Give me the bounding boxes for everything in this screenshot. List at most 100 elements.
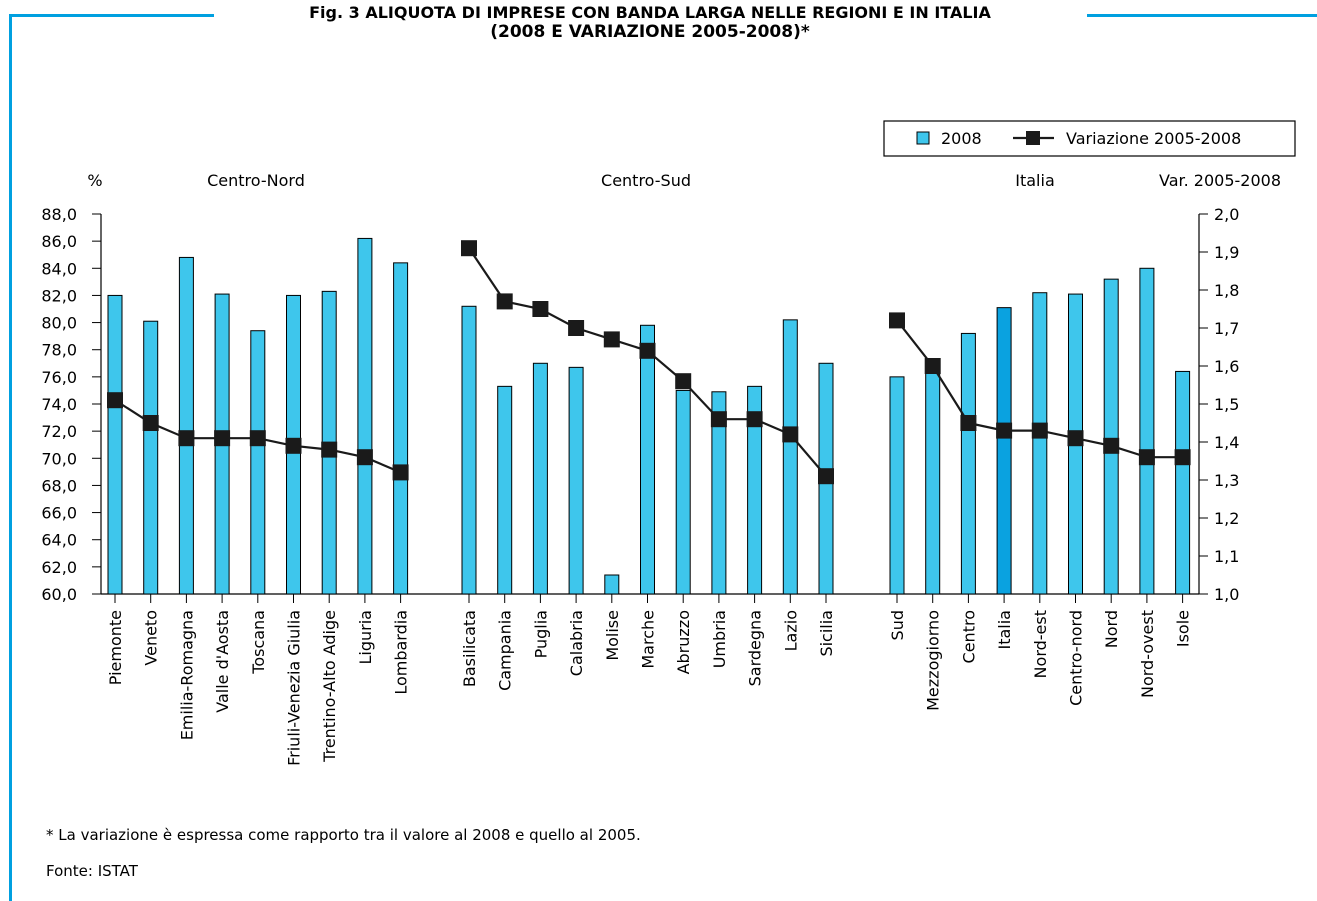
category-label: Toscana [249,610,268,675]
labels-layer: 60,0 62,0 64,0 66,0 68,0 70,0 72,0 74,0 76,0 78,0… [41,171,1281,766]
bar [178,256,194,595]
chart-title-line-1: Fig. 3 ALIQUOTA DI IMPRESE CON BANDA LAR… [309,3,991,22]
left-axis-tick-label: 80,0 [41,314,77,333]
bar [461,305,477,595]
variation-marker [1103,437,1120,454]
variation-marker [960,415,977,431]
right-axis-tick-label: 1,1 [1214,547,1239,566]
category-label: Nord [1102,610,1121,648]
category-label: Nord-ovest [1138,610,1157,698]
left-axis-tick-label: 82,0 [41,286,77,305]
left-axis-tick-label: 76,0 [41,368,77,387]
category-label: Valle d'Aosta [213,610,232,713]
category-label: Liguria [356,610,375,664]
bar [925,370,941,595]
category-label: Centro-nord [1067,610,1086,706]
variation-marker [142,415,159,431]
bar [107,294,123,595]
group-header: Centro-Sud [601,171,691,190]
bar [1175,370,1191,595]
bar [747,385,763,595]
chart-title-line-2: (2008 E VARIAZIONE 2005-2008)* [490,22,810,42]
category-label: Emilia-Romagna [177,610,196,740]
category-label: Italia [995,610,1014,650]
variation-marker [710,411,727,428]
bar [1139,267,1155,595]
variation-marker [746,411,763,428]
left-axis-tick-label: 72,0 [41,422,77,441]
legend-line-label: Variazione 2005-2008 [1066,129,1241,148]
left-axis-tick-label: 64,0 [41,531,77,550]
variation-marker [461,240,477,257]
variation-marker [889,312,905,329]
bar [250,330,266,595]
left-axis-title: % [87,171,102,190]
category-label: Friuli-Venezia Giulia [285,610,304,766]
frame-left-border [9,14,12,901]
variation-marker [568,320,585,336]
category-label: Isole [1174,610,1193,647]
variation-marker [178,430,195,447]
variation-marker [321,441,338,458]
variation-marker [249,430,266,447]
variation-marker [996,422,1013,439]
category-label: Sud [888,610,907,640]
legend-bar-label: 2008 [941,129,982,148]
bar [568,366,584,595]
category-label: Abruzzo [674,610,693,674]
variation-marker [1031,422,1048,439]
bar [604,574,620,595]
variation-marker [782,426,799,443]
bar [393,262,409,595]
category-label: Lombardia [392,610,411,695]
category-label: Lazio [781,610,800,651]
category-label: Sicilia [817,610,836,657]
right-axis-tick-label: 1,2 [1214,509,1239,528]
variation-marker [285,437,302,454]
left-axis-tick-label: 74,0 [41,395,77,414]
variation-marker [675,373,692,390]
bar [996,307,1012,595]
variation-marker [107,392,123,409]
legend-bar-swatch [916,131,930,145]
bars-layer [107,237,1191,595]
variation-marker [1174,449,1191,466]
source-note: Fonte: ISTAT [46,862,138,880]
group-header: Italia [1015,171,1055,190]
category-label: Trentino-Alto Adige [320,610,339,763]
left-axis-tick-label: 68,0 [41,476,77,495]
line-layer [107,240,1191,485]
category-label: Piemonte [106,610,125,685]
variation-marker [818,468,834,485]
right-axis-tick-label: 1,7 [1214,319,1239,338]
right-axis-tick-label: 1,6 [1214,357,1239,376]
left-axis-tick-label: 78,0 [41,341,77,360]
category-label: Calabria [567,610,586,676]
right-axis-tick-label: 1,5 [1214,395,1239,414]
bar [1103,278,1119,595]
left-axis-tick-label: 70,0 [41,449,77,468]
legend-line-marker [1026,131,1040,145]
variation-marker [392,464,409,481]
category-label: Centro [959,610,978,663]
variation-marker [1067,430,1084,447]
category-label: Basilicata [460,610,479,687]
variation-marker [532,301,549,317]
group-header: Centro-Nord [207,171,305,190]
variation-marker [924,358,941,374]
left-axis-tick-label: 62,0 [41,558,77,577]
category-label: Veneto [142,610,161,666]
right-axis-tick-label: 2,0 [1214,205,1239,224]
frame-top-border-right [1087,14,1317,17]
left-axis-tick-label: 84,0 [41,259,77,278]
bar [889,376,905,595]
right-axis-tick-label: 1,3 [1214,471,1239,490]
left-axis-tick-label: 86,0 [41,232,77,251]
category-label: Molise [603,610,622,661]
right-axis-tick-label: 1,9 [1214,243,1239,262]
variation-marker [603,331,620,348]
variation-marker [639,342,656,359]
right-axis-title: Var. 2005-2008 [1159,171,1281,190]
category-label: Sardegna [746,610,765,686]
bar [960,332,976,595]
